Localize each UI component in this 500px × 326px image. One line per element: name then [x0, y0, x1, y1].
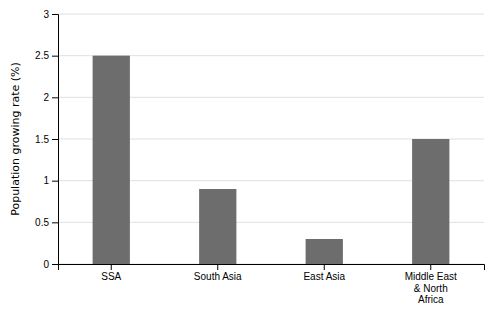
- x-tick: SSA: [101, 264, 121, 282]
- x-tick-label: South Asia: [194, 271, 242, 282]
- y-tick-label: 2: [43, 92, 49, 103]
- y-tick-label: 3: [43, 9, 49, 20]
- chart: 0 0.5 1 1.5 2 2.5 3 SSA South Asia East Asia Middl…: [0, 0, 500, 326]
- bars: [93, 56, 450, 264]
- y-tick-mark: [52, 222, 58, 223]
- x-tick-label-line: Africa: [418, 294, 444, 305]
- x-tick: East Asia: [303, 264, 345, 282]
- x-tick-mark: [324, 264, 325, 270]
- x-tick-mark: [430, 264, 431, 270]
- y-axis-line: [52, 15, 59, 265]
- grid-line: [58, 14, 484, 15]
- y-tick-mark: [52, 181, 58, 182]
- x-tick-label-line: & North: [414, 283, 448, 294]
- y-tick: 0.5: [35, 217, 58, 228]
- y-axis: 0 0.5 1 1.5 2 2.5 3: [35, 9, 58, 270]
- x-tick-label-line: East Asia: [303, 271, 345, 282]
- y-tick-label: 2.5: [35, 50, 49, 61]
- x-tick: Middle East& NorthAfrica: [405, 264, 457, 305]
- y-axis-title: Population growing rate (%): [9, 62, 22, 216]
- y-tick: 0: [43, 259, 58, 270]
- x-tick-label: SSA: [101, 271, 121, 282]
- y-tick-mark: [52, 56, 58, 57]
- y-tick-mark: [52, 97, 58, 98]
- y-tick: 3: [43, 9, 58, 20]
- x-tick: South Asia: [194, 264, 242, 282]
- y-tick-mark: [52, 14, 58, 15]
- y-tick: 2: [43, 92, 58, 103]
- y-tick-mark: [52, 139, 58, 140]
- x-tick-mark: [217, 264, 218, 270]
- bar: [199, 189, 236, 264]
- y-tick-mark: [52, 264, 58, 265]
- grid: [58, 14, 484, 264]
- x-tick-label-line: Middle East: [405, 271, 457, 282]
- x-axis: SSA South Asia East Asia Middle East& North…: [59, 264, 485, 305]
- plot: 0 0.5 1 1.5 2 2.5 3 SSA South Asia East Asia Middl…: [35, 9, 484, 305]
- x-tick-label: East Asia: [303, 271, 345, 282]
- y-tick: 2.5: [35, 50, 58, 61]
- bar: [306, 239, 343, 264]
- x-axis-line: [59, 265, 485, 271]
- y-tick-label: 0.5: [35, 217, 49, 228]
- y-tick-label: 1.5: [35, 134, 49, 145]
- bar: [93, 56, 130, 264]
- x-tick-label-line: SSA: [101, 271, 121, 282]
- bar: [412, 139, 449, 264]
- x-tick-label-line: South Asia: [194, 271, 242, 282]
- y-tick-label: 1: [43, 175, 49, 186]
- y-tick-label: 0: [43, 259, 49, 270]
- y-tick: 1: [43, 175, 58, 186]
- y-tick: 1.5: [35, 134, 58, 145]
- x-tick-mark: [111, 264, 112, 270]
- x-tick-label: Middle East& NorthAfrica: [405, 271, 457, 305]
